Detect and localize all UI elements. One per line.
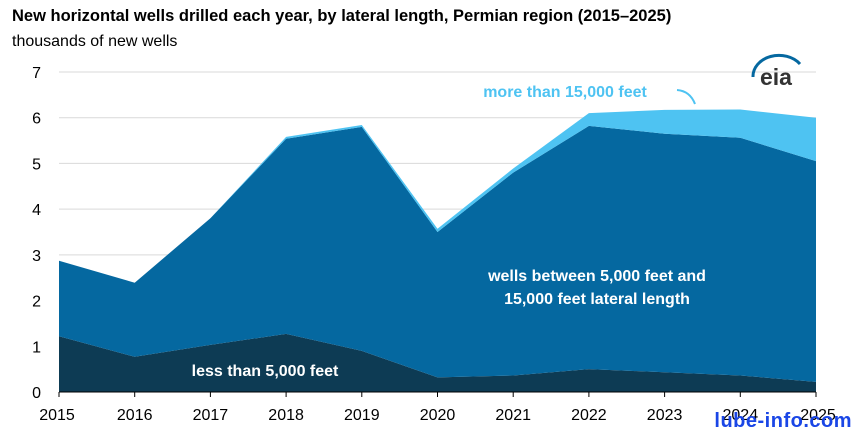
series-label-more-than-15000: more than 15,000 feet [483, 84, 647, 101]
x-tick-label-2020: 2020 [420, 407, 456, 424]
y-tick-label-2: 2 [32, 294, 41, 311]
x-tick-label-2023: 2023 [647, 407, 683, 424]
x-tick-label-2021: 2021 [495, 407, 531, 424]
x-tick-label-2025: 2025 [800, 407, 836, 424]
y-tick-label-0: 0 [32, 385, 41, 402]
area-more-than-15000 [59, 109, 816, 283]
eia-logo-text: eia [760, 64, 792, 90]
watermark: lube-info.com [714, 410, 852, 432]
x-tick-label-2024: 2024 [723, 407, 759, 424]
eia-logo-arc [751, 53, 802, 78]
series-label-between-line-2: 15,000 feet lateral length [504, 291, 690, 308]
y-tick-label-6: 6 [32, 111, 41, 128]
y-tick-label-4: 4 [32, 202, 41, 219]
chart-title: New horizontal wells drilled each year, … [12, 7, 672, 25]
x-tick-label-2018: 2018 [268, 407, 304, 424]
series-label-less-than-5000: less than 5,000 feet [192, 363, 339, 380]
y-tick-label-1: 1 [32, 339, 41, 356]
y-tick-label-7: 7 [32, 65, 41, 82]
y-tick-label-5: 5 [32, 156, 41, 173]
eia-logo: eia [751, 53, 802, 90]
y-tick-label-3: 3 [32, 248, 41, 265]
area-less-than-5000 [59, 333, 816, 392]
x-tick-label-2019: 2019 [344, 407, 380, 424]
x-tick-label-2022: 2022 [571, 407, 607, 424]
series-label-leader-line [676, 89, 696, 105]
chart-subtitle: thousands of new wells [12, 33, 178, 50]
x-tick-label-2016: 2016 [117, 407, 153, 424]
x-tick-label-2017: 2017 [193, 407, 229, 424]
x-tick-label-2015: 2015 [39, 407, 75, 424]
area-between-5000-15000 [59, 125, 816, 382]
series-label-between-line-1: wells between 5,000 feet and [487, 268, 706, 285]
